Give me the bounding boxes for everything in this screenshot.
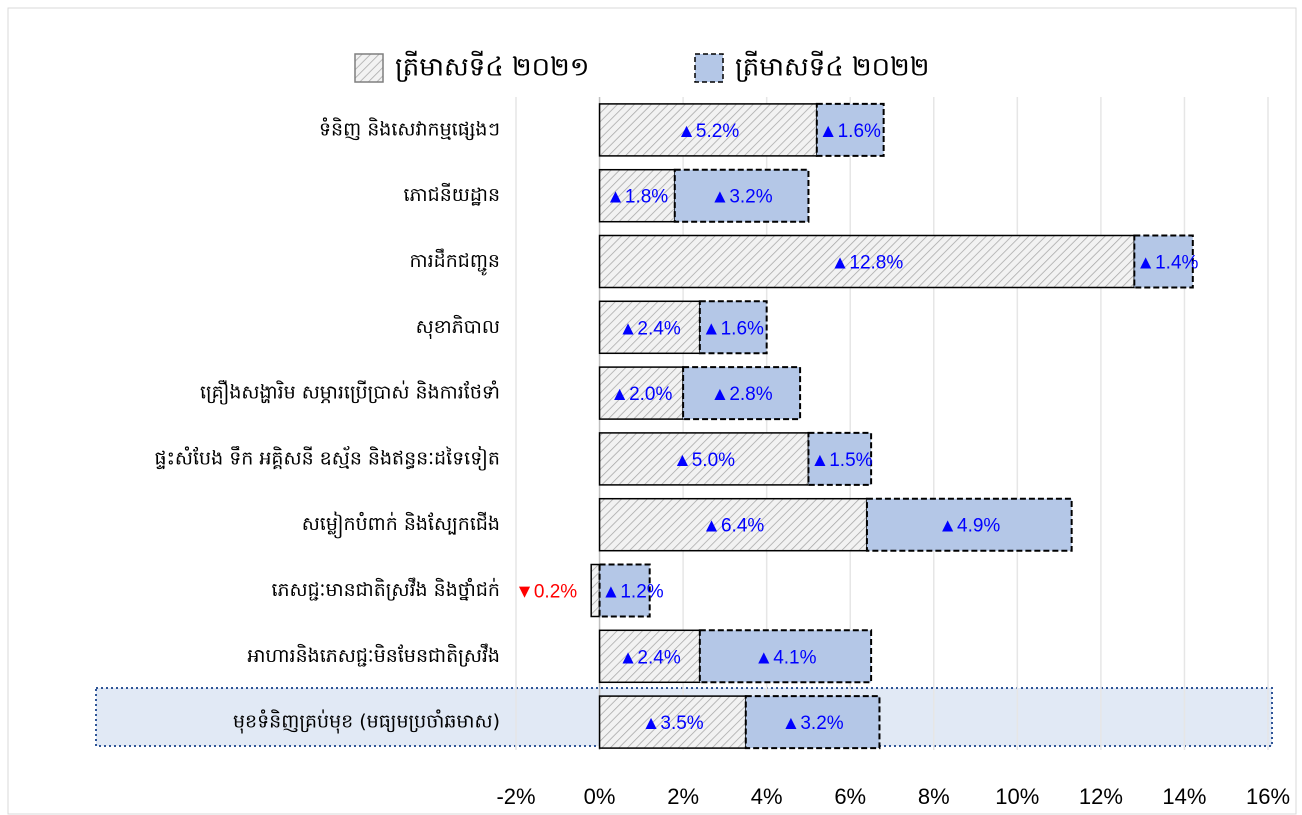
bar	[598, 432, 810, 486]
value-label: ▲5.2%	[677, 121, 739, 142]
x-tick-label: 14%	[1162, 784, 1206, 809]
value-label: ▲3.2%	[782, 713, 844, 734]
bar	[865, 497, 1073, 552]
x-tick-label: 4%	[751, 784, 783, 809]
category-label: គ្រឿងសង្ហារិម សម្ភារប្រើប្រាស់ និងការថែទ…	[200, 380, 500, 406]
value-label: ▲1.2%	[602, 582, 664, 603]
category-label: ទំនិញ និងសេវាកម្មផ្សេងៗ	[319, 116, 500, 140]
value-label: ▲12.8%	[831, 253, 904, 274]
category-label: សុខាភិបាល	[416, 314, 500, 340]
value-label: ▲2.0%	[610, 384, 672, 405]
x-tick-label: 12%	[1079, 784, 1123, 809]
x-tick-label: 16%	[1246, 784, 1290, 809]
bar	[682, 366, 802, 421]
bar	[598, 300, 701, 355]
value-label: ▲4.9%	[938, 516, 1000, 537]
value-label: ▲2.4%	[619, 318, 681, 339]
bar	[590, 563, 601, 618]
value-label: ▲1.4%	[1136, 253, 1198, 274]
bar	[1133, 234, 1194, 289]
category-label: អាហារនិងភេសជ្ជៈមិនមែនជាតិស្រវឹង	[247, 643, 500, 667]
bar	[815, 102, 885, 157]
value-label: ▲5.0%	[673, 450, 735, 471]
x-tick-label: -2%	[496, 784, 535, 809]
bar	[807, 431, 873, 486]
value-label: ▲1.6%	[819, 121, 881, 142]
value-label: ▲2.8%	[711, 384, 773, 405]
bar	[598, 366, 684, 420]
bar	[598, 168, 676, 223]
category-label: ភេសជ្ជៈមានជាតិស្រវឹង និងថ្នាំជក់	[271, 577, 500, 601]
bar	[598, 695, 747, 749]
bar	[698, 629, 873, 684]
value-label: ▲1.5%	[810, 450, 872, 471]
bar	[744, 695, 881, 750]
category-label: មុខទំនិញគ្រប់មុខ (មធ្យមប្រចាំឆមាស)	[233, 709, 500, 735]
value-label: ▲3.5%	[642, 713, 704, 734]
bar	[598, 629, 701, 684]
legend-swatch	[694, 53, 724, 83]
category-label: សម្លៀកបំពាក់ និងស្បែកជើង	[302, 511, 500, 539]
x-tick-label: 6%	[834, 784, 866, 809]
value-label: ▲1.6%	[702, 318, 764, 339]
value-label: ▲3.2%	[711, 187, 773, 208]
x-tick-label: 2%	[667, 784, 699, 809]
legend-swatch	[354, 53, 384, 83]
category-label: ការដឹកជញ្ជូន	[410, 248, 500, 276]
x-tick-label: 8%	[918, 784, 950, 809]
bar	[598, 497, 868, 552]
value-label: ▲2.4%	[619, 647, 681, 668]
legend-label: ត្រីមាសទី៤ ២០២១	[395, 51, 589, 83]
legend-label: ត្រីមាសទី៤ ២០២២	[735, 51, 929, 83]
value-label: ▲6.4%	[702, 516, 764, 537]
category-label: ភោជនីយដ្ឋាន	[404, 182, 500, 206]
bar	[598, 563, 651, 618]
bar	[673, 168, 810, 223]
value-label: ▼0.2%	[515, 582, 577, 603]
value-label: ▲4.1%	[754, 647, 816, 668]
value-label: ▲1.8%	[606, 187, 668, 208]
x-tick-label: 10%	[995, 784, 1039, 809]
x-tick-label: 0%	[584, 784, 616, 809]
category-label: ផ្ទះសំបែង ទឹក អគ្គិសនី ឧស្ម័ន និងឥន្ធនៈដ…	[155, 445, 500, 471]
bar	[698, 300, 768, 355]
